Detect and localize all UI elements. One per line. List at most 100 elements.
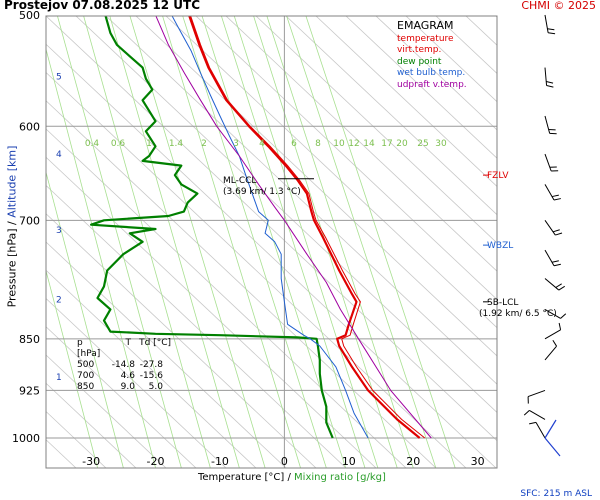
dry-adiabat-line bbox=[46, 241, 287, 468]
x-tick-label: 30 bbox=[471, 455, 485, 468]
mixing-ratio-line bbox=[109, 16, 240, 468]
dry-adiabat-line bbox=[46, 100, 437, 468]
dry-adiabat-line bbox=[345, 16, 497, 159]
mixing-ratio-label: 0.4 bbox=[85, 139, 100, 149]
table-header: Td [°C] bbox=[139, 338, 171, 348]
dry-adiabat-line bbox=[46, 326, 197, 468]
wind-barb-feather bbox=[546, 81, 554, 84]
table-cell: -15.6 bbox=[139, 371, 163, 381]
wind-barb-feather bbox=[553, 263, 561, 267]
series-line-dew-point bbox=[90, 16, 334, 439]
mixing-ratio-line bbox=[182, 16, 327, 468]
y-axis-label-pressure: Pressure [hPa] / bbox=[5, 221, 19, 308]
altitude-tick-label: 2 bbox=[56, 296, 62, 306]
wind-barb-feather bbox=[523, 410, 530, 416]
y-tick-label: 1000 bbox=[12, 432, 40, 445]
surface-wind-barb bbox=[544, 419, 557, 439]
mixing-ratio-line bbox=[46, 170, 124, 468]
legend-title: EMAGRAM bbox=[397, 19, 454, 32]
table-row: 850 9.0 5.0 bbox=[77, 382, 171, 393]
mixing-ratio-label: 1.4 bbox=[169, 139, 184, 149]
table-cell: 700 bbox=[77, 371, 95, 381]
dry-adiabat-line bbox=[46, 213, 317, 468]
table-cell: 4.6 bbox=[120, 371, 135, 381]
dry-adiabat-line bbox=[46, 297, 227, 468]
x-tick-label: 20 bbox=[406, 455, 420, 468]
x-tick-label: 10 bbox=[342, 455, 356, 468]
mixing-ratio-line bbox=[162, 16, 301, 468]
y-tick-label: 600 bbox=[19, 120, 40, 133]
mixing-ratio-line bbox=[83, 16, 211, 468]
dry-adiabat-line bbox=[46, 382, 137, 468]
table-header: p [hPa] bbox=[77, 338, 101, 359]
y-tick-label: 925 bbox=[19, 384, 40, 397]
x-axis-label: Temperature [°C] / Mixing ratio [g/kg] bbox=[198, 472, 386, 483]
sounding-table: p [hPa] T Td [°C] 500 -14.8 -27.8 700 4.… bbox=[77, 338, 171, 393]
x-tick-label: -20 bbox=[147, 455, 165, 468]
dry-adiabat-line bbox=[135, 16, 497, 357]
mixing-ratio-label: 4 bbox=[259, 139, 265, 149]
dry-adiabat-line bbox=[46, 156, 377, 468]
mixing-ratio-line bbox=[57, 16, 182, 468]
mixing-ratio-label: 30 bbox=[435, 139, 447, 149]
mixing-ratio-label: 14 bbox=[363, 139, 375, 149]
legend-item-temperature: temperature bbox=[397, 33, 454, 44]
wind-barb bbox=[544, 329, 561, 340]
table-header: T bbox=[125, 338, 132, 348]
x-tick-label: -10 bbox=[211, 455, 229, 468]
mixing-ratio-line bbox=[305, 16, 456, 468]
mixing-ratio-label: 8 bbox=[315, 139, 321, 149]
legend-item-updraft: udpraft v.temp. bbox=[397, 79, 467, 90]
plot-area bbox=[46, 16, 497, 468]
mixing-ratio-label: 17 bbox=[381, 139, 392, 149]
wind-barb-feather bbox=[558, 285, 565, 291]
wind-barb-feather bbox=[552, 229, 560, 233]
x-axis-label-temp: Temperature [°C] / bbox=[198, 472, 291, 483]
altitude-tick-label: 3 bbox=[56, 226, 62, 236]
dry-adiabat-line bbox=[105, 16, 497, 385]
dry-adiabat-line bbox=[46, 354, 167, 468]
plot-frame bbox=[45, 15, 498, 469]
x-axis-label-mixing-ratio: Mixing ratio [g/kg] bbox=[294, 472, 386, 483]
x-tick-label: 0 bbox=[281, 455, 288, 468]
fzlv-label: FZLV bbox=[487, 171, 509, 181]
wind-barb-feather bbox=[552, 339, 557, 347]
dry-adiabat-line bbox=[165, 16, 497, 329]
dry-adiabat-line bbox=[315, 16, 497, 187]
table-cell: -27.8 bbox=[139, 360, 163, 370]
y-axis-label-altitude: Altitude [km] bbox=[5, 145, 19, 218]
mixing-ratio-line bbox=[46, 47, 156, 468]
series-line-temperature bbox=[188, 16, 421, 439]
dry-adiabat-line bbox=[255, 16, 497, 244]
mixing-ratio-line bbox=[286, 16, 437, 468]
wind-barb bbox=[544, 345, 557, 361]
station-time-title: Prostejov 07.08.2025 12 UTC bbox=[4, 0, 201, 12]
dry-adiabat-line bbox=[285, 16, 497, 216]
dry-adiabat-line bbox=[46, 128, 407, 468]
dry-adiabat-line bbox=[46, 184, 347, 468]
table-cell: -14.8 bbox=[111, 360, 135, 370]
wind-barb bbox=[544, 278, 560, 291]
series-line-virt-temp bbox=[190, 16, 426, 439]
table-row: 500 -14.8 -27.8 bbox=[77, 360, 171, 371]
wind-barb-feather bbox=[560, 313, 567, 319]
series-line-udpraft-v-temp bbox=[155, 16, 432, 439]
wind-barb-feather bbox=[546, 85, 554, 88]
mixing-ratio-label: 25 bbox=[417, 139, 428, 149]
wind-barb bbox=[535, 422, 546, 439]
mixing-ratio-label: 2 bbox=[201, 139, 207, 149]
dry-adiabat-line bbox=[375, 16, 497, 131]
wind-barb bbox=[544, 67, 548, 86]
table-cell: 500 bbox=[77, 360, 95, 370]
dry-adiabat-line bbox=[46, 16, 497, 442]
wind-barb-feather bbox=[547, 28, 555, 31]
y-tick-label: 700 bbox=[19, 214, 40, 227]
dry-adiabat-line bbox=[46, 71, 467, 468]
mixing-ratio-line bbox=[233, 16, 379, 468]
dry-adiabat-line bbox=[225, 16, 497, 272]
mixing-ratio-line bbox=[220, 16, 366, 468]
mixing-ratio-label: 12 bbox=[348, 139, 359, 149]
wind-barb bbox=[544, 308, 561, 319]
legend-item-virt-temp: virt.temp. bbox=[397, 45, 442, 55]
table-cell: 5.0 bbox=[148, 382, 163, 392]
